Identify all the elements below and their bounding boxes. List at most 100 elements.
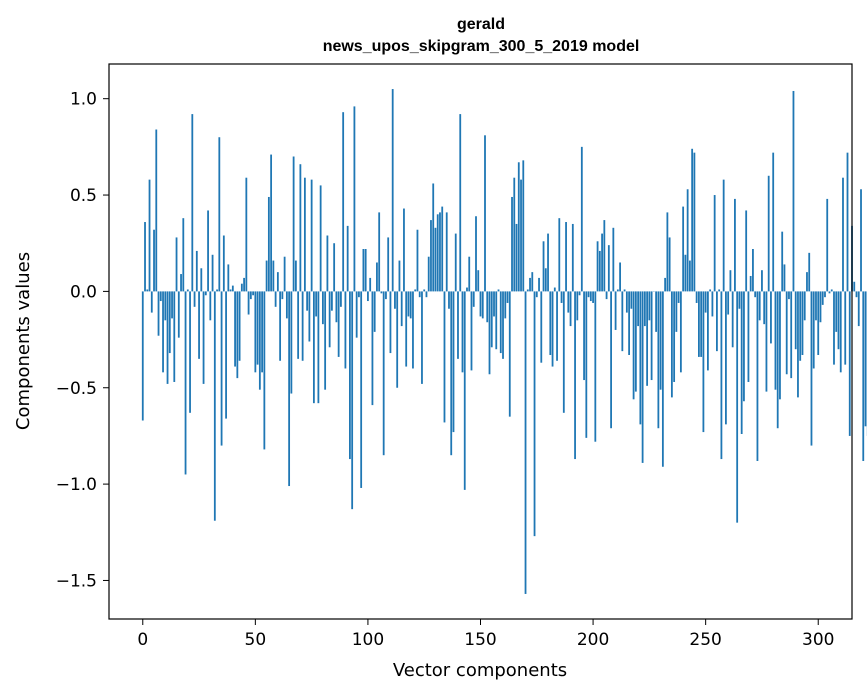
bar-70 xyxy=(299,164,302,292)
bar-247 xyxy=(698,291,700,357)
bar-58 xyxy=(272,260,275,292)
bar-236 xyxy=(673,291,676,382)
x-tick-label: 250 xyxy=(689,630,721,650)
bar-263 xyxy=(734,198,736,292)
bar-269 xyxy=(747,291,750,382)
bar-7 xyxy=(157,291,160,336)
bar-291 xyxy=(797,291,799,398)
bar-234 xyxy=(668,237,671,292)
bar-271 xyxy=(752,249,754,292)
bar-292 xyxy=(799,291,802,361)
bar-270 xyxy=(749,275,752,292)
bar-268 xyxy=(745,210,748,292)
bar-163 xyxy=(508,291,511,417)
bar-283 xyxy=(779,291,781,400)
bar-219 xyxy=(634,291,637,392)
bar-209 xyxy=(612,227,615,292)
bar-169 xyxy=(522,160,525,292)
bar-124 xyxy=(421,291,423,384)
bar-211 xyxy=(616,289,619,292)
bar-189 xyxy=(567,291,570,313)
bar-128 xyxy=(430,220,432,292)
bar-125 xyxy=(423,289,426,292)
bar-68 xyxy=(294,260,297,292)
bar-20 xyxy=(186,289,189,292)
bar-301 xyxy=(819,291,822,323)
bar-142 xyxy=(461,291,464,373)
bar-59 xyxy=(274,291,277,307)
bar-313 xyxy=(846,152,849,292)
bar-33 xyxy=(216,289,218,292)
bar-88 xyxy=(340,291,342,307)
bar-43 xyxy=(238,291,241,361)
bar-21 xyxy=(189,291,191,413)
bar-87 xyxy=(337,291,340,357)
bar-22 xyxy=(191,114,194,292)
bar-93 xyxy=(351,291,354,510)
bar-89 xyxy=(342,112,345,292)
bar-225 xyxy=(648,291,651,321)
bar-224 xyxy=(646,291,649,386)
y-tick-label: 1.0 xyxy=(70,90,97,110)
bar-232 xyxy=(664,277,667,292)
x-axis-label: Vector components xyxy=(393,660,567,681)
bar-246 xyxy=(695,291,698,303)
bar-55 xyxy=(265,260,268,292)
bar-152 xyxy=(484,135,486,292)
bar-304 xyxy=(826,198,829,292)
bar-23 xyxy=(193,291,196,307)
bar-202 xyxy=(596,241,599,292)
bar-298 xyxy=(812,291,815,369)
bar-145 xyxy=(468,256,471,292)
bar-157 xyxy=(495,291,498,350)
bar-204 xyxy=(601,233,603,292)
bar-201 xyxy=(594,291,597,442)
bar-65 xyxy=(288,291,291,487)
bar-159 xyxy=(499,291,502,354)
bar-98 xyxy=(362,249,365,292)
bar-2 xyxy=(146,289,149,292)
bar-314 xyxy=(848,291,851,436)
bar-248 xyxy=(700,291,703,357)
bar-131 xyxy=(436,214,439,292)
bar-179 xyxy=(544,268,547,292)
bar-134 xyxy=(443,291,446,423)
bar-75 xyxy=(310,179,313,292)
bar-158 xyxy=(497,289,500,292)
bar-287 xyxy=(788,291,790,300)
bar-138 xyxy=(452,291,455,433)
bar-135 xyxy=(445,212,448,292)
bar-41 xyxy=(234,291,236,367)
bar-320 xyxy=(862,291,865,461)
bar-53 xyxy=(261,291,263,373)
bar-319 xyxy=(860,189,862,292)
bar-144 xyxy=(466,287,468,292)
bar-153 xyxy=(486,291,489,323)
bar-13 xyxy=(171,291,173,319)
bar-32 xyxy=(213,291,216,521)
bar-168 xyxy=(520,179,522,292)
bar-262 xyxy=(731,291,734,348)
bar-174 xyxy=(533,291,536,537)
bar-280 xyxy=(772,152,775,292)
bar-318 xyxy=(857,291,860,327)
bar-60 xyxy=(276,272,279,292)
bar-282 xyxy=(776,291,779,429)
bar-308 xyxy=(835,291,838,332)
bar-73 xyxy=(306,291,309,311)
bar-289 xyxy=(792,90,795,292)
bar-275 xyxy=(761,270,763,292)
bar-244 xyxy=(691,148,694,292)
bar-218 xyxy=(632,291,635,400)
chart-title-line2: news_upos_skipgram_300_5_2019 model xyxy=(323,38,640,55)
y-tick-label: 0.5 xyxy=(70,186,97,206)
bar-251 xyxy=(707,291,709,371)
bar-222 xyxy=(641,291,644,463)
bar-293 xyxy=(801,291,804,355)
bar-274 xyxy=(758,291,761,321)
bar-150 xyxy=(479,291,482,317)
bars-group xyxy=(141,89,867,594)
bar-221 xyxy=(639,291,642,425)
plot-frame xyxy=(108,63,853,620)
bar-101 xyxy=(369,277,372,292)
